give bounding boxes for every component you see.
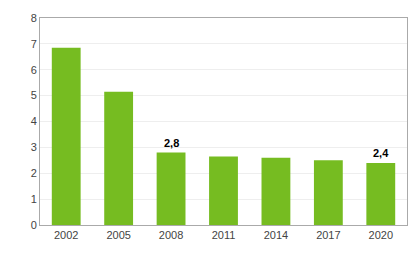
svg-text:8: 8 <box>31 12 37 24</box>
svg-text:2017: 2017 <box>316 229 340 241</box>
svg-text:2: 2 <box>31 167 37 179</box>
svg-text:2002: 2002 <box>54 229 78 241</box>
svg-text:2014: 2014 <box>264 229 288 241</box>
svg-text:0: 0 <box>31 219 37 231</box>
svg-text:2011: 2011 <box>212 229 236 241</box>
svg-text:2020: 2020 <box>369 229 393 241</box>
svg-text:7: 7 <box>31 38 37 50</box>
svg-text:1: 1 <box>31 193 37 205</box>
svg-text:5: 5 <box>31 89 37 101</box>
svg-text:4: 4 <box>31 115 37 127</box>
svg-text:2008: 2008 <box>159 229 183 241</box>
svg-text:3: 3 <box>31 141 37 153</box>
svg-text:2,4: 2,4 <box>373 147 389 159</box>
svg-text:2005: 2005 <box>106 229 130 241</box>
svg-text:2,8: 2,8 <box>164 137 179 149</box>
svg-text:6: 6 <box>31 64 37 76</box>
